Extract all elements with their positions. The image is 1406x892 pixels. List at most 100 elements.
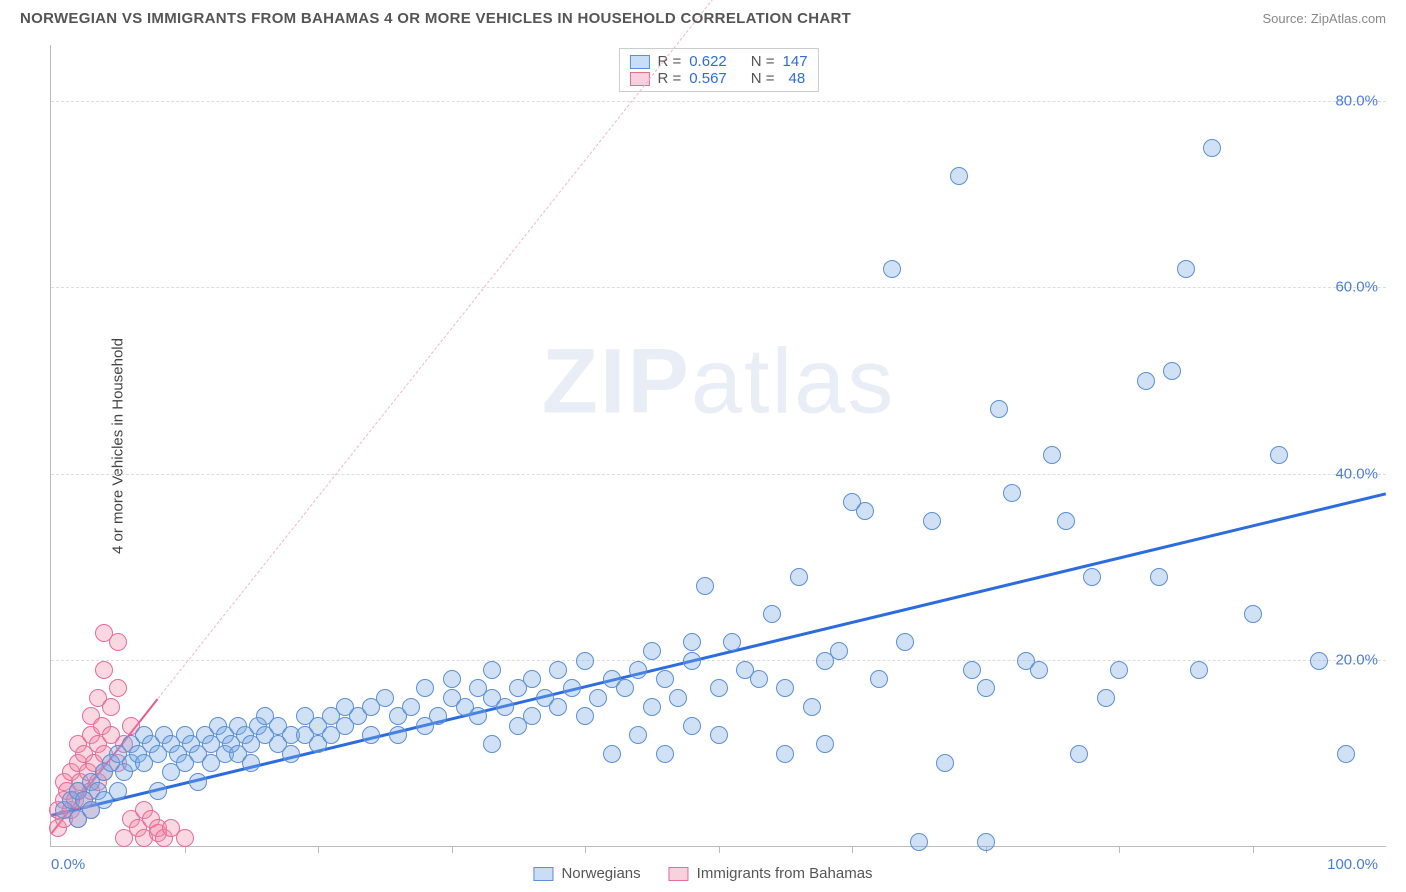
gridline bbox=[51, 287, 1386, 288]
data-point-norwegian bbox=[1030, 661, 1048, 679]
data-point-norwegian bbox=[870, 670, 888, 688]
data-point-norwegian bbox=[977, 833, 995, 851]
watermark: ZIPatlas bbox=[542, 329, 895, 434]
data-point-norwegian bbox=[683, 633, 701, 651]
data-point-norwegian bbox=[549, 698, 567, 716]
data-point-norwegian bbox=[1190, 661, 1208, 679]
gridline bbox=[51, 474, 1386, 475]
legend-row-pink: R = 0.567 N = 48 bbox=[629, 70, 807, 87]
swatch-blue-icon bbox=[629, 55, 649, 69]
data-point-norwegian bbox=[1137, 372, 1155, 390]
data-point-norwegian bbox=[1043, 446, 1061, 464]
y-tick-label: 60.0% bbox=[1335, 279, 1378, 296]
data-point-norwegian bbox=[523, 707, 541, 725]
data-point-norwegian bbox=[496, 698, 514, 716]
data-point-norwegian bbox=[1163, 362, 1181, 380]
data-point-norwegian bbox=[523, 670, 541, 688]
data-point-norwegian bbox=[109, 782, 127, 800]
data-point-norwegian bbox=[1057, 512, 1075, 530]
data-point-norwegian bbox=[189, 773, 207, 791]
data-point-norwegian bbox=[710, 726, 728, 744]
data-point-norwegian bbox=[656, 745, 674, 763]
data-point-norwegian bbox=[1203, 139, 1221, 157]
data-point-norwegian bbox=[362, 726, 380, 744]
data-point-norwegian bbox=[896, 633, 914, 651]
data-point-norwegian bbox=[1310, 652, 1328, 670]
r-value-blue: 0.622 bbox=[689, 53, 727, 70]
data-point-norwegian bbox=[990, 400, 1008, 418]
data-point-norwegian bbox=[776, 679, 794, 697]
legend-item-norwegians: Norwegians bbox=[533, 865, 640, 882]
data-point-norwegian bbox=[1150, 568, 1168, 586]
data-point-norwegian bbox=[963, 661, 981, 679]
data-point-norwegian bbox=[483, 735, 501, 753]
data-point-norwegian bbox=[629, 726, 647, 744]
data-point-norwegian bbox=[629, 661, 647, 679]
data-point-bahamas bbox=[109, 633, 127, 651]
data-point-norwegian bbox=[603, 745, 621, 763]
data-point-norwegian bbox=[856, 502, 874, 520]
x-tick bbox=[585, 847, 586, 853]
scatter-plot: ZIPatlas R = 0.622 N = 147 R = 0.567 N =… bbox=[50, 45, 1386, 847]
swatch-blue-icon bbox=[533, 867, 553, 881]
r-value-pink: 0.567 bbox=[689, 70, 727, 87]
n-label: N = bbox=[751, 70, 775, 87]
data-point-norwegian bbox=[402, 698, 420, 716]
x-tick bbox=[452, 847, 453, 853]
data-point-norwegian bbox=[376, 689, 394, 707]
data-point-bahamas bbox=[176, 829, 194, 847]
data-point-bahamas bbox=[102, 698, 120, 716]
data-point-norwegian bbox=[669, 689, 687, 707]
data-point-norwegian bbox=[830, 642, 848, 660]
data-point-norwegian bbox=[242, 754, 260, 772]
swatch-pink-icon bbox=[669, 867, 689, 881]
data-point-norwegian bbox=[936, 754, 954, 772]
legend-label: Norwegians bbox=[561, 865, 640, 882]
data-point-norwegian bbox=[883, 260, 901, 278]
x-tick bbox=[1253, 847, 1254, 853]
n-label: N = bbox=[751, 53, 775, 70]
data-point-norwegian bbox=[643, 642, 661, 660]
data-point-norwegian bbox=[643, 698, 661, 716]
data-point-norwegian bbox=[389, 726, 407, 744]
data-point-norwegian bbox=[950, 167, 968, 185]
data-point-norwegian bbox=[790, 568, 808, 586]
legend-row-blue: R = 0.622 N = 147 bbox=[629, 53, 807, 70]
data-point-norwegian bbox=[910, 833, 928, 851]
x-tick bbox=[185, 847, 186, 853]
x-tick bbox=[852, 847, 853, 853]
x-tick bbox=[719, 847, 720, 853]
data-point-norwegian bbox=[1083, 568, 1101, 586]
data-point-norwegian bbox=[149, 782, 167, 800]
n-value-pink: 48 bbox=[783, 70, 806, 87]
gridline bbox=[51, 101, 1386, 102]
source-label: Source: ZipAtlas.com bbox=[1262, 11, 1386, 26]
data-point-bahamas bbox=[95, 661, 113, 679]
data-point-norwegian bbox=[683, 652, 701, 670]
chart-title: NORWEGIAN VS IMMIGRANTS FROM BAHAMAS 4 O… bbox=[20, 10, 851, 27]
data-point-norwegian bbox=[1177, 260, 1195, 278]
legend-label: Immigrants from Bahamas bbox=[697, 865, 873, 882]
data-point-norwegian bbox=[683, 717, 701, 735]
data-point-norwegian bbox=[750, 670, 768, 688]
data-point-norwegian bbox=[710, 679, 728, 697]
data-point-norwegian bbox=[776, 745, 794, 763]
data-point-norwegian bbox=[763, 605, 781, 623]
data-point-norwegian bbox=[416, 679, 434, 697]
trendline-pink-dashed bbox=[157, 0, 772, 699]
legend-item-bahamas: Immigrants from Bahamas bbox=[669, 865, 873, 882]
data-point-norwegian bbox=[616, 679, 634, 697]
series-legend: Norwegians Immigrants from Bahamas bbox=[533, 865, 872, 882]
y-tick-label: 40.0% bbox=[1335, 465, 1378, 482]
data-point-norwegian bbox=[483, 661, 501, 679]
data-point-norwegian bbox=[1070, 745, 1088, 763]
data-point-norwegian bbox=[1244, 605, 1262, 623]
data-point-norwegian bbox=[589, 689, 607, 707]
data-point-norwegian bbox=[656, 670, 674, 688]
data-point-norwegian bbox=[816, 735, 834, 753]
gridline bbox=[51, 660, 1386, 661]
y-tick-label: 80.0% bbox=[1335, 92, 1378, 109]
data-point-norwegian bbox=[429, 707, 447, 725]
data-point-norwegian bbox=[282, 745, 300, 763]
data-point-norwegian bbox=[1003, 484, 1021, 502]
